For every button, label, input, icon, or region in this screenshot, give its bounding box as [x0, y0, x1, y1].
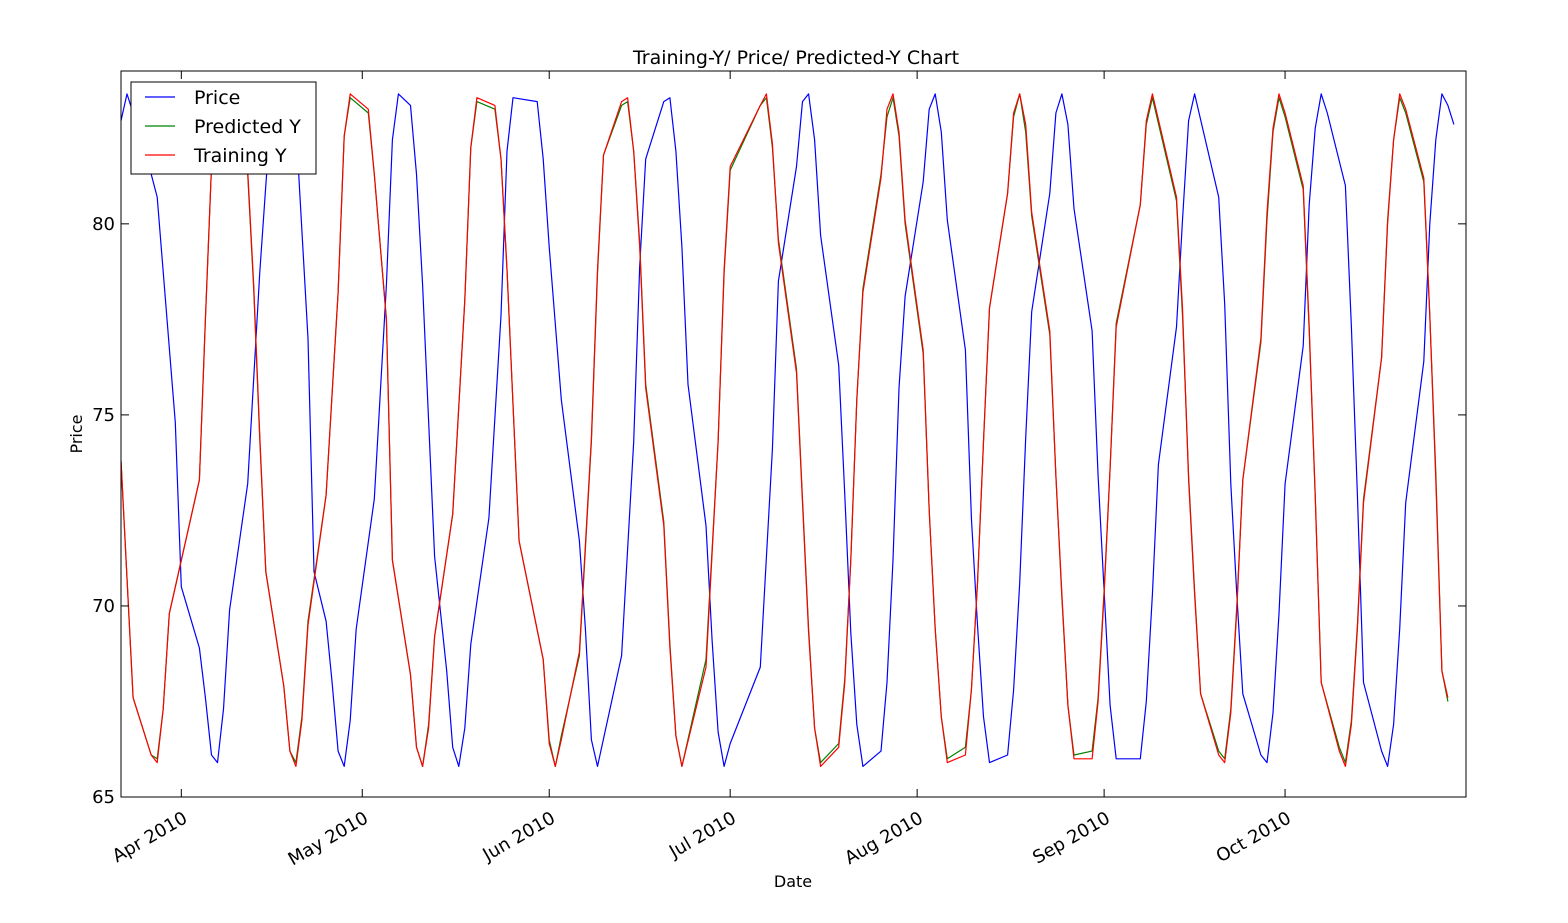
y-tick-label: 80 — [92, 214, 115, 235]
plot-area — [120, 70, 1467, 798]
y-axis: 65 70 75 80 — [92, 214, 1466, 808]
series-line-training-y — [121, 93, 1449, 768]
y-tick-label: 75 — [92, 405, 115, 426]
y-axis-label: Price — [67, 414, 86, 453]
legend-label: Predicted Y — [194, 116, 301, 138]
y-tick-label: 65 — [92, 787, 115, 808]
legend: Price Predicted Y Training Y — [130, 81, 317, 175]
plot-background — [121, 71, 1466, 797]
series-layer — [121, 93, 1455, 768]
y-tick-label: 70 — [92, 596, 115, 617]
legend-label: Training Y — [193, 145, 287, 167]
plot-frame — [120, 70, 1467, 798]
x-axis-label: Date — [774, 872, 812, 891]
chart-title: Training-Y/ Price/ Predicted-Y Chart — [632, 47, 959, 69]
series-line-price — [121, 93, 1455, 768]
legend-label: Price — [194, 87, 240, 109]
